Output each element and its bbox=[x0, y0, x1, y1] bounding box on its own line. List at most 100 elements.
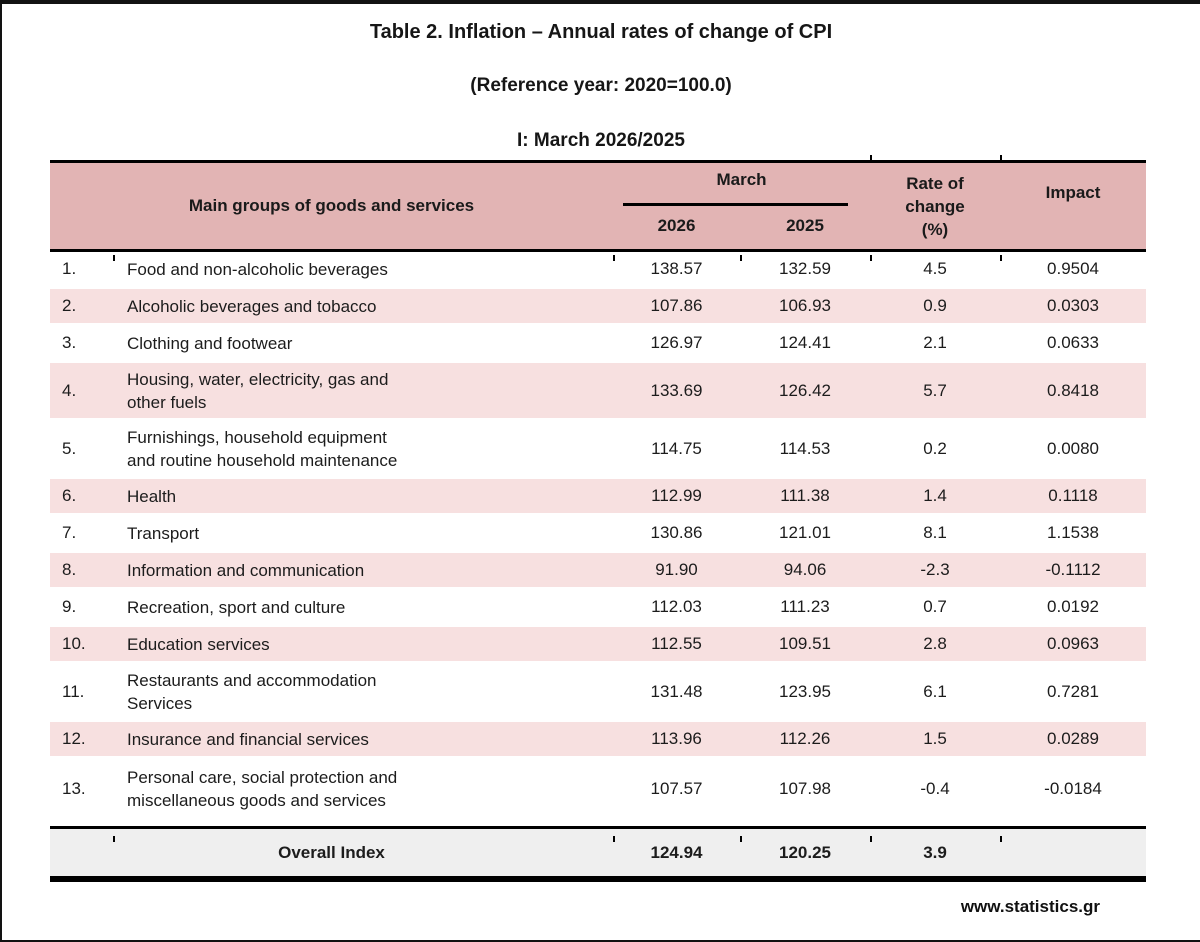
overall-impact bbox=[1000, 826, 1147, 882]
category-name: Health bbox=[115, 476, 613, 516]
category-name: Insurance and financial services bbox=[115, 719, 613, 759]
header-rate-of-change: Rate of change (%) bbox=[870, 161, 1001, 251]
category-name: Housing, water, electricity, gas and oth… bbox=[115, 360, 613, 421]
column-tick bbox=[1000, 155, 1002, 161]
index-2026: 107.57 bbox=[613, 757, 740, 828]
header-main-groups: Main groups of goods and services bbox=[50, 161, 613, 251]
index-2026: 133.69 bbox=[613, 360, 740, 421]
rate-of-change: 0.2 bbox=[870, 419, 1001, 478]
rate-of-change: 0.7 bbox=[870, 588, 1001, 626]
rate-of-change: -0.4 bbox=[870, 757, 1001, 828]
table-row: 2. Alcoholic beverages and tobacco 107.8… bbox=[50, 286, 1147, 326]
index-2025: 126.42 bbox=[740, 360, 871, 421]
index-2026: 126.97 bbox=[613, 324, 740, 362]
category-name: Recreation, sport and culture bbox=[115, 588, 613, 626]
impact-value: 0.9504 bbox=[1000, 250, 1147, 288]
column-tick bbox=[113, 255, 115, 261]
header-year-2026: 2026 bbox=[613, 203, 740, 251]
category-name: Clothing and footwear bbox=[115, 324, 613, 362]
row-number: 6. bbox=[50, 476, 115, 516]
reference-year-subtitle: (Reference year: 2020=100.0) bbox=[470, 75, 732, 96]
row-number: 7. bbox=[50, 514, 115, 552]
impact-value: 0.0080 bbox=[1000, 419, 1147, 478]
index-2025: 132.59 bbox=[740, 250, 871, 288]
overall-index-label: Overall Index bbox=[50, 826, 613, 882]
statistics-website-link[interactable]: www.statistics.gr bbox=[960, 897, 1100, 916]
index-2025: 112.26 bbox=[740, 719, 871, 759]
column-tick bbox=[113, 836, 115, 842]
index-2025: 124.41 bbox=[740, 324, 871, 362]
table-row: 13. Personal care, social protection and… bbox=[50, 757, 1147, 828]
row-number: 12. bbox=[50, 719, 115, 759]
row-number: 2. bbox=[50, 286, 115, 326]
index-2025: 111.38 bbox=[740, 476, 871, 516]
table-row: 1. Food and non-alcoholic beverages 138.… bbox=[50, 250, 1147, 288]
march-underline bbox=[623, 202, 849, 206]
index-2025: 111.23 bbox=[740, 588, 871, 626]
impact-value: -0.1112 bbox=[1000, 550, 1147, 590]
cpi-table-container: Main groups of goods and services March … bbox=[50, 155, 1147, 882]
rate-of-change: 1.5 bbox=[870, 719, 1001, 759]
category-name: Transport bbox=[115, 514, 613, 552]
category-name: Personal care, social protection and mis… bbox=[115, 757, 613, 828]
table-row: 12. Insurance and financial services 113… bbox=[50, 719, 1147, 759]
category-name: Alcoholic beverages and tobacco bbox=[115, 286, 613, 326]
index-2025: 109.51 bbox=[740, 624, 871, 664]
table-header: Main groups of goods and services March … bbox=[50, 161, 1147, 251]
table-footer: Overall Index 124.94 120.25 3.9 bbox=[50, 826, 1147, 882]
index-2026: 91.90 bbox=[613, 550, 740, 590]
table-row: 3. Clothing and footwear 126.97 124.41 2… bbox=[50, 324, 1147, 362]
index-2026: 114.75 bbox=[613, 419, 740, 478]
rate-of-change: 4.5 bbox=[870, 250, 1001, 288]
row-number: 5. bbox=[50, 419, 115, 478]
index-2026: 130.86 bbox=[613, 514, 740, 552]
impact-value: 0.0633 bbox=[1000, 324, 1147, 362]
index-2026: 107.86 bbox=[613, 286, 740, 326]
table-row: 6. Health 112.99 111.38 1.4 0.1118 bbox=[50, 476, 1147, 516]
index-2026: 113.96 bbox=[613, 719, 740, 759]
rate-of-change: 2.1 bbox=[870, 324, 1001, 362]
index-2025: 123.95 bbox=[740, 662, 871, 721]
table-row: 8. Information and communication 91.90 9… bbox=[50, 550, 1147, 590]
index-2025: 107.98 bbox=[740, 757, 871, 828]
category-name: Education services bbox=[115, 624, 613, 664]
category-name: Restaurants and accommodation Services bbox=[115, 662, 613, 721]
table-row: 5. Furnishings, household equipment and … bbox=[50, 419, 1147, 478]
rate-of-change: 2.8 bbox=[870, 624, 1001, 664]
overall-index-2025: 120.25 bbox=[740, 826, 871, 882]
impact-value: 0.1118 bbox=[1000, 476, 1147, 516]
impact-value: 0.8418 bbox=[1000, 360, 1147, 421]
period-subtitle: I: March 2026/2025 bbox=[517, 130, 685, 151]
column-tick bbox=[740, 255, 742, 261]
header-year-2025: 2025 bbox=[740, 203, 871, 251]
index-2025: 114.53 bbox=[740, 419, 871, 478]
rate-of-change: 0.9 bbox=[870, 286, 1001, 326]
category-name: Information and communication bbox=[115, 550, 613, 590]
header-march-label: March bbox=[716, 170, 767, 190]
impact-value: 0.7281 bbox=[1000, 662, 1147, 721]
table-body: 1. Food and non-alcoholic beverages 138.… bbox=[50, 250, 1147, 828]
row-number: 1. bbox=[50, 250, 115, 288]
rate-of-change: 6.1 bbox=[870, 662, 1001, 721]
overall-rate-of-change: 3.9 bbox=[870, 826, 1001, 882]
row-number: 4. bbox=[50, 360, 115, 421]
impact-value: 1.1538 bbox=[1000, 514, 1147, 552]
index-2026: 112.55 bbox=[613, 624, 740, 664]
column-tick bbox=[870, 836, 872, 842]
column-tick bbox=[1000, 255, 1002, 261]
cpi-table: Main groups of goods and services March … bbox=[50, 160, 1147, 882]
rate-of-change: 8.1 bbox=[870, 514, 1001, 552]
column-tick bbox=[613, 836, 615, 842]
impact-value: 0.0289 bbox=[1000, 719, 1147, 759]
column-tick bbox=[870, 155, 872, 161]
header-impact: Impact bbox=[1000, 161, 1147, 251]
impact-value: 0.0303 bbox=[1000, 286, 1147, 326]
index-2026: 112.03 bbox=[613, 588, 740, 626]
column-tick bbox=[870, 255, 872, 261]
index-2025: 106.93 bbox=[740, 286, 871, 326]
rate-of-change: 1.4 bbox=[870, 476, 1001, 516]
index-2025: 121.01 bbox=[740, 514, 871, 552]
row-number: 13. bbox=[50, 757, 115, 828]
table-row: 10. Education services 112.55 109.51 2.8… bbox=[50, 624, 1147, 664]
